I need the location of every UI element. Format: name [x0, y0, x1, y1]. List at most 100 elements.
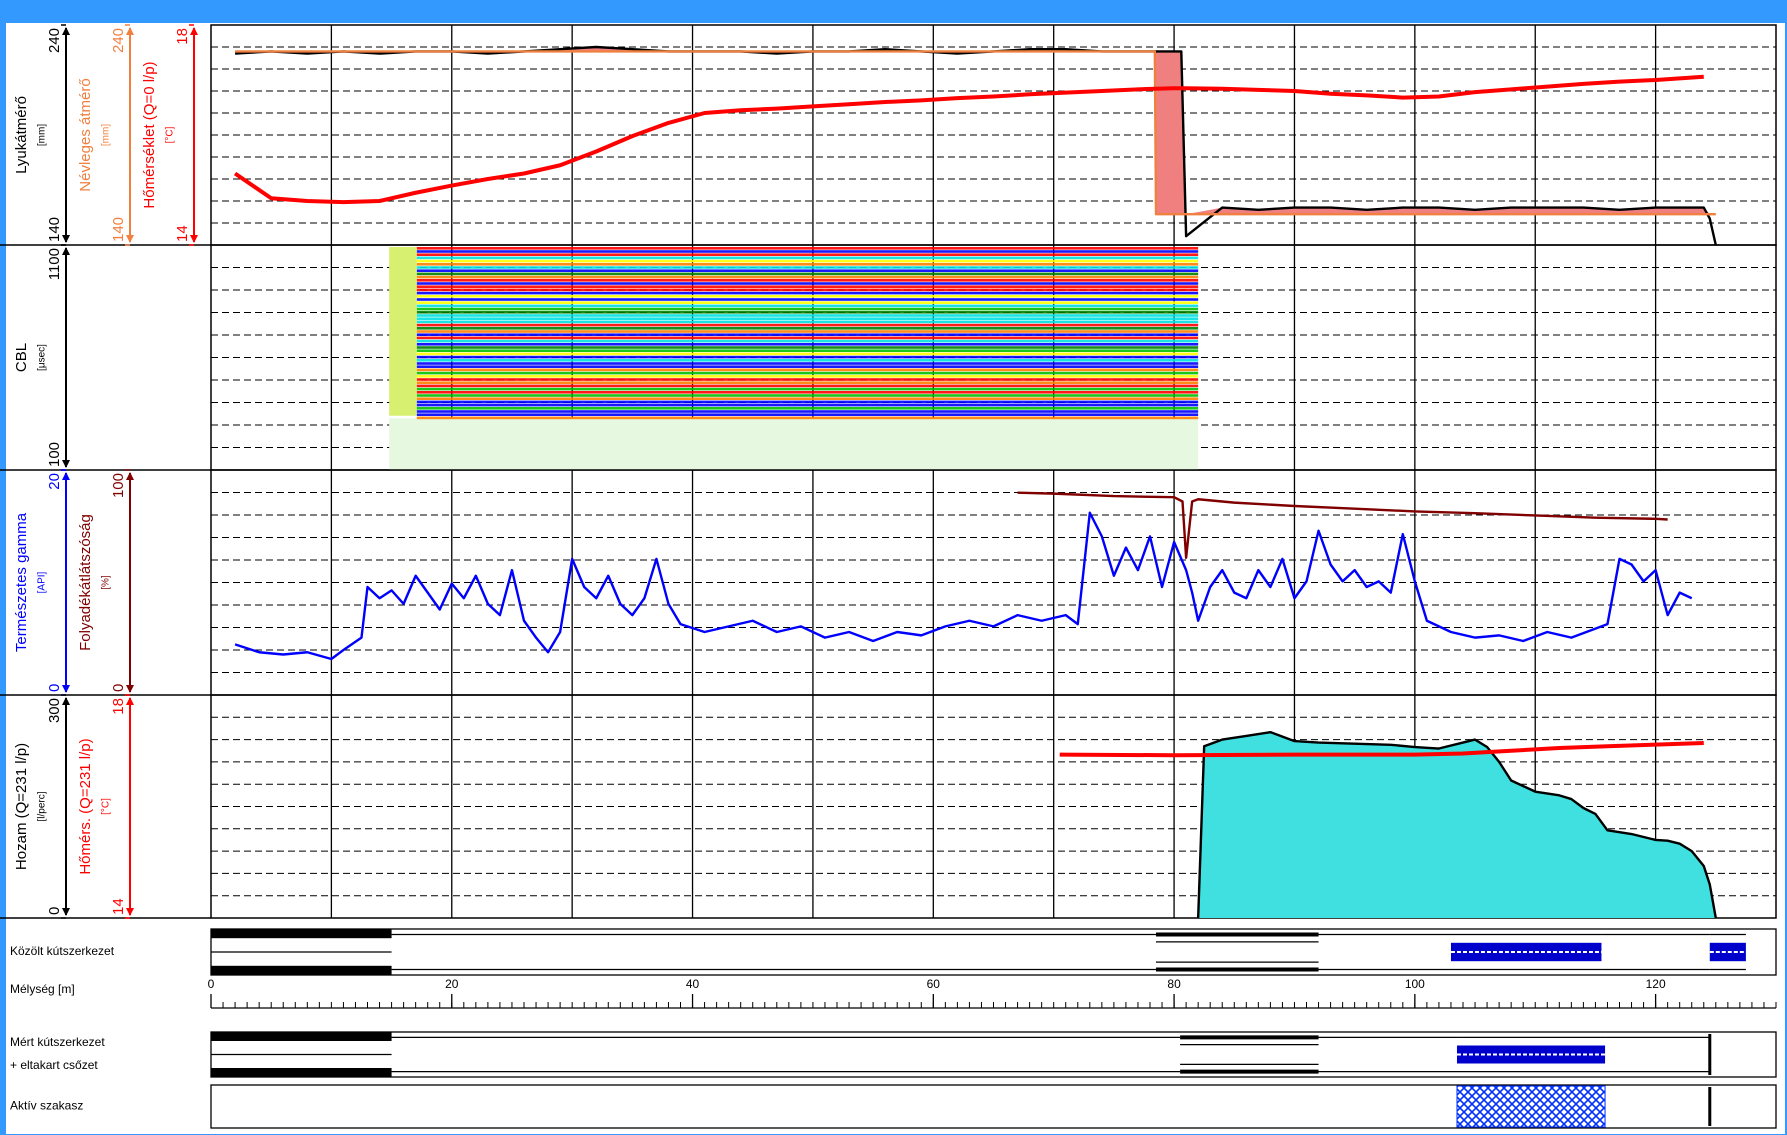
y-tick-label: 140 [46, 217, 63, 242]
cbl-stripe [417, 410, 1198, 413]
cbl-stripe [417, 295, 1198, 298]
depth-axis-label: Mélység [m] [10, 982, 75, 996]
cbl-stripe [417, 362, 1198, 365]
cbl-stripe [417, 404, 1198, 407]
cbl-stripe [417, 311, 1198, 314]
x-tick-label: 120 [1646, 977, 1666, 991]
axis-unit: [l/perc] [37, 791, 48, 821]
axis-unit: [%] [101, 575, 112, 590]
solid-bar [211, 929, 392, 938]
cbl-stripe [417, 337, 1198, 340]
axis-label: CBL [13, 343, 30, 372]
cbl-stripe [417, 253, 1198, 256]
cbl-stripe [417, 327, 1198, 330]
x-tick-label: 0 [208, 977, 215, 991]
y-tick-label: 18 [174, 28, 191, 45]
cbl-stripe [417, 285, 1198, 288]
cbl-stripe [417, 397, 1198, 400]
x-tick-label: 20 [445, 977, 459, 991]
cbl-stripe [417, 266, 1198, 269]
x-tick-label: 80 [1167, 977, 1181, 991]
cbl-stripe [417, 407, 1198, 410]
cbl-stripe [417, 317, 1198, 320]
solid-bar [211, 966, 392, 975]
band-label: + eltakart csőzet [10, 1058, 98, 1072]
y-tick-label: 100 [110, 473, 127, 498]
solid-bar [211, 1032, 392, 1041]
cbl-stripe [417, 381, 1198, 384]
y-tick-label: 240 [110, 28, 127, 53]
axis-label: Természetes gamma [13, 512, 30, 652]
cbl-edge [389, 247, 417, 416]
segment-hatch [1457, 1086, 1605, 1127]
cbl-stripe [417, 250, 1198, 253]
axis-unit: [mm] [101, 124, 112, 146]
y-tick-label: 100 [46, 442, 63, 467]
axis-label: Hőmérs. (Q=231 l/p) [77, 738, 94, 874]
y-tick-label: 20 [46, 473, 63, 490]
cbl-stripe [417, 305, 1198, 308]
cbl-stripe [417, 333, 1198, 336]
cbl-stripe [417, 308, 1198, 311]
chart: Lyukátmérő[mm]140240Névleges átmérő[mm]1… [0, 0, 1787, 1135]
cbl-stripe [417, 417, 1198, 420]
segment-solid [211, 1032, 392, 1077]
cbl-stripe [417, 375, 1198, 378]
cbl-stripe [417, 324, 1198, 327]
cbl-stripe [417, 263, 1198, 266]
cbl-stripe [417, 340, 1198, 343]
axis-label: Lyukátmérő [13, 96, 30, 174]
cbl-stripe [417, 391, 1198, 394]
cbl-stripe [417, 356, 1198, 359]
cbl-stripe [417, 269, 1198, 272]
axis-label: Névleges átmérő [77, 78, 94, 191]
cbl-stripe [417, 359, 1198, 362]
x-tick-label: 60 [927, 977, 941, 991]
axis-label: Folyadékátlátszóság [77, 514, 94, 651]
axis-unit: [API] [37, 571, 48, 593]
axis-unit: [°C] [165, 126, 176, 143]
x-tick-label: 40 [686, 977, 700, 991]
cbl-stripe [417, 247, 1198, 250]
cbl-stripe [417, 413, 1198, 416]
cbl-stripe [417, 321, 1198, 324]
y-tick-label: 0 [46, 907, 63, 915]
cbl-stripe [417, 279, 1198, 282]
cbl-stripe [417, 273, 1198, 276]
cbl-stripe [417, 330, 1198, 333]
axis-unit: [μsec] [37, 344, 48, 371]
page: Lyukátmérő[mm]140240Névleges átmérő[mm]1… [0, 0, 1787, 1135]
cbl-stripe [417, 365, 1198, 368]
cbl-stripe [417, 314, 1198, 317]
cbl-stripe [417, 298, 1198, 301]
y-tick-label: 14 [174, 225, 191, 242]
cbl-stripe [417, 292, 1198, 295]
cbl-stripe [417, 349, 1198, 352]
y-tick-label: 0 [110, 684, 127, 692]
axis-unit: [°C] [101, 798, 112, 815]
cbl-stripe [417, 394, 1198, 397]
cbl-stripe [417, 401, 1198, 404]
cbl-stripe [417, 343, 1198, 346]
hatch-fill [1457, 1086, 1605, 1127]
axis-unit: [mm] [37, 124, 48, 146]
cbl-stripe [417, 385, 1198, 388]
y-tick-label: 0 [46, 684, 63, 692]
cbl-fade [389, 418, 1198, 470]
cbl-stripe [417, 388, 1198, 391]
segment-solid [211, 929, 392, 975]
cbl-stripe [417, 260, 1198, 263]
y-tick-label: 300 [46, 698, 63, 723]
axis-label: Hőmérséklet (Q=0 l/p) [141, 61, 158, 208]
x-tick-label: 100 [1405, 977, 1425, 991]
y-tick-label: 18 [110, 698, 127, 715]
band-label: Közölt kútszerkezet [10, 944, 115, 958]
axis-label: Hozam (Q=231 l/p) [13, 743, 30, 870]
cbl-stripe [417, 301, 1198, 304]
cbl-stripe [417, 257, 1198, 260]
solid-bar [211, 1068, 392, 1077]
cbl-stripe [417, 369, 1198, 372]
cbl-stripe [417, 276, 1198, 279]
cbl-stripe [417, 289, 1198, 292]
cbl-stripe [417, 378, 1198, 381]
